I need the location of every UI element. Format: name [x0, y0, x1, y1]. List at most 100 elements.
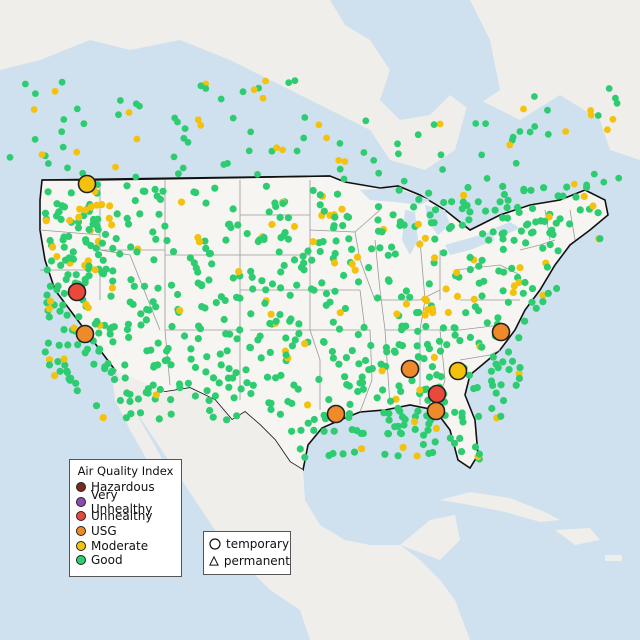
site-marker[interactable] — [508, 264, 516, 272]
site-marker[interactable] — [425, 449, 433, 458]
site-marker[interactable] — [217, 95, 225, 103]
site-marker[interactable] — [365, 264, 373, 272]
site-marker[interactable] — [268, 280, 277, 288]
site-marker[interactable] — [527, 229, 536, 237]
site-marker[interactable] — [150, 256, 158, 264]
site-marker[interactable] — [370, 157, 378, 164]
site-marker[interactable] — [559, 192, 567, 200]
site-marker[interactable] — [184, 379, 192, 387]
site-marker[interactable] — [340, 175, 348, 183]
site-marker[interactable] — [220, 161, 228, 168]
site-marker[interactable] — [483, 319, 491, 327]
site-marker[interactable] — [475, 412, 483, 420]
site-marker[interactable] — [60, 326, 68, 334]
site-marker[interactable] — [310, 415, 318, 424]
site-marker[interactable] — [290, 381, 298, 389]
site-marker[interactable] — [378, 367, 386, 375]
site-marker[interactable] — [205, 250, 214, 258]
site-marker[interactable] — [340, 271, 348, 280]
site-marker[interactable] — [69, 255, 77, 263]
site-marker[interactable] — [367, 341, 375, 350]
site-marker[interactable] — [389, 211, 397, 219]
site-marker[interactable] — [258, 277, 266, 285]
site-marker[interactable] — [233, 412, 241, 420]
site-marker[interactable] — [482, 207, 490, 215]
site-marker[interactable] — [395, 150, 402, 158]
site-marker[interactable] — [413, 452, 421, 460]
site-marker[interactable] — [325, 451, 333, 460]
site-marker[interactable] — [268, 220, 276, 229]
site-marker[interactable] — [431, 235, 439, 243]
site-marker[interactable] — [262, 77, 269, 85]
site-marker[interactable] — [322, 301, 330, 309]
site-marker[interactable] — [308, 256, 316, 264]
site-marker[interactable] — [360, 149, 368, 156]
site-marker[interactable] — [167, 410, 175, 418]
site-marker[interactable] — [91, 320, 99, 328]
site-marker[interactable] — [259, 94, 267, 102]
site-marker-large[interactable] — [426, 401, 446, 421]
site-marker-large[interactable] — [400, 359, 420, 379]
site-marker[interactable] — [474, 198, 482, 206]
site-marker[interactable] — [297, 426, 305, 434]
site-marker[interactable] — [276, 311, 284, 319]
site-marker[interactable] — [594, 209, 602, 217]
site-marker[interactable] — [432, 424, 440, 432]
site-marker[interactable] — [414, 407, 422, 415]
site-marker[interactable] — [390, 347, 398, 355]
site-marker[interactable] — [464, 183, 472, 192]
site-marker[interactable] — [161, 222, 169, 230]
site-marker[interactable] — [98, 239, 106, 247]
site-marker[interactable] — [381, 450, 389, 458]
site-marker-large[interactable] — [427, 384, 447, 404]
site-marker[interactable] — [426, 211, 434, 219]
site-marker[interactable] — [383, 348, 391, 356]
site-marker[interactable] — [395, 341, 403, 349]
site-marker[interactable] — [45, 313, 53, 321]
site-marker[interactable] — [350, 448, 359, 456]
site-marker[interactable] — [54, 358, 62, 366]
site-marker[interactable] — [154, 284, 162, 292]
site-marker[interactable] — [66, 216, 74, 225]
site-marker[interactable] — [491, 206, 499, 214]
site-marker[interactable] — [137, 321, 145, 329]
site-marker[interactable] — [516, 128, 524, 135]
site-marker[interactable] — [540, 184, 548, 192]
site-marker[interactable] — [532, 218, 540, 226]
site-marker[interactable] — [453, 292, 462, 300]
site-marker[interactable] — [142, 316, 150, 324]
site-marker[interactable] — [325, 396, 333, 404]
site-marker[interactable] — [72, 379, 80, 387]
site-marker[interactable] — [359, 429, 367, 437]
site-marker[interactable] — [229, 205, 237, 213]
site-marker[interactable] — [116, 250, 124, 258]
site-marker[interactable] — [402, 300, 410, 308]
site-marker[interactable] — [70, 324, 78, 332]
site-marker[interactable] — [393, 310, 401, 318]
site-marker[interactable] — [82, 236, 90, 244]
site-marker[interactable] — [358, 373, 366, 381]
site-marker[interactable] — [527, 186, 535, 194]
site-marker[interactable] — [309, 238, 317, 246]
site-marker[interactable] — [54, 282, 62, 290]
site-marker[interactable] — [288, 342, 296, 350]
site-marker[interactable] — [266, 319, 274, 328]
site-marker[interactable] — [76, 205, 84, 213]
site-marker[interactable] — [152, 391, 160, 399]
site-marker[interactable] — [123, 214, 131, 222]
site-marker[interactable] — [126, 397, 134, 405]
site-marker[interactable] — [465, 216, 473, 224]
site-marker[interactable] — [330, 427, 338, 435]
site-marker[interactable] — [75, 313, 83, 321]
site-marker[interactable] — [44, 188, 52, 196]
site-marker[interactable] — [79, 169, 87, 177]
site-marker[interactable] — [113, 210, 121, 218]
site-marker[interactable] — [489, 228, 497, 236]
site-marker[interactable] — [338, 205, 346, 213]
site-marker[interactable] — [300, 259, 308, 267]
site-marker[interactable] — [396, 407, 404, 415]
site-marker[interactable] — [209, 374, 218, 382]
site-marker[interactable] — [354, 387, 362, 396]
site-marker[interactable] — [413, 342, 421, 350]
site-marker[interactable] — [444, 308, 452, 317]
